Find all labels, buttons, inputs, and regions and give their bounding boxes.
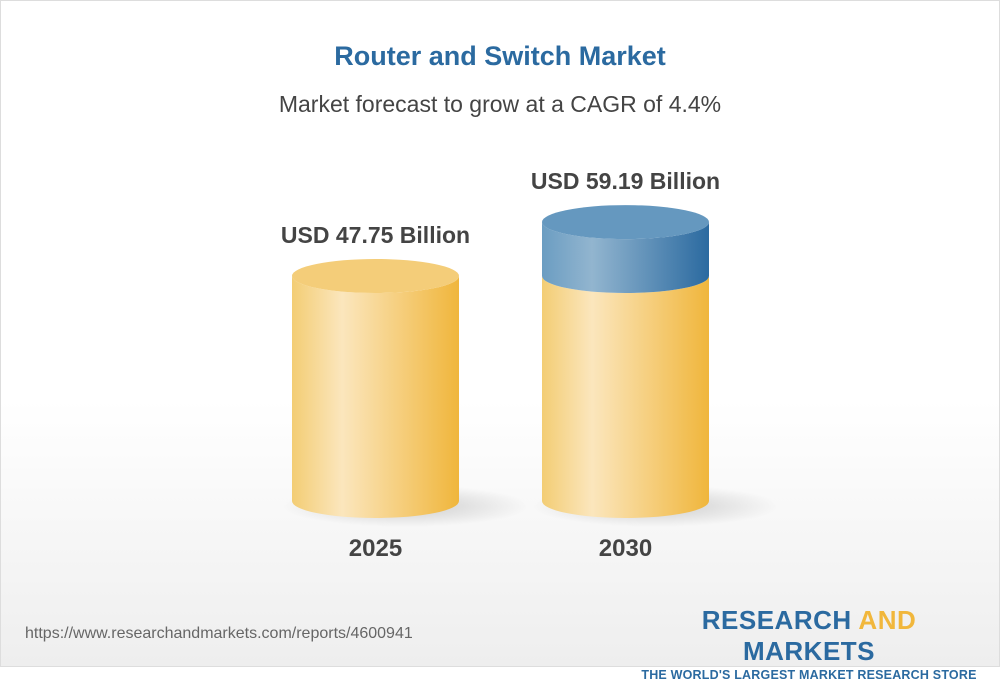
source-url[interactable]: https://www.researchandmarkets.com/repor… — [25, 625, 413, 642]
bar-2030 — [542, 276, 709, 518]
bar-top-2030 — [542, 205, 709, 240]
research-and-markets-logo: RESEARCH AND MARKETS THE WORLD'S LARGEST… — [641, 605, 977, 682]
chart-title: Router and Switch Market — [334, 41, 666, 71]
bar-2025 — [292, 276, 460, 518]
x-tick-label: 2030 — [599, 535, 652, 562]
chart-subtitle: Market forecast to grow at a CAGR of 4.4… — [278, 91, 722, 117]
data-label: USD 47.75 Billion — [281, 222, 470, 248]
bar-growth-2030 — [542, 222, 709, 293]
chart: USD 47.75 Billion 2025 USD 59.19 Billion 20… — [281, 168, 779, 562]
bar-top-2025 — [292, 259, 459, 293]
data-label: USD 59.19 Billion — [531, 168, 720, 194]
x-tick-label: 2025 — [349, 535, 402, 562]
